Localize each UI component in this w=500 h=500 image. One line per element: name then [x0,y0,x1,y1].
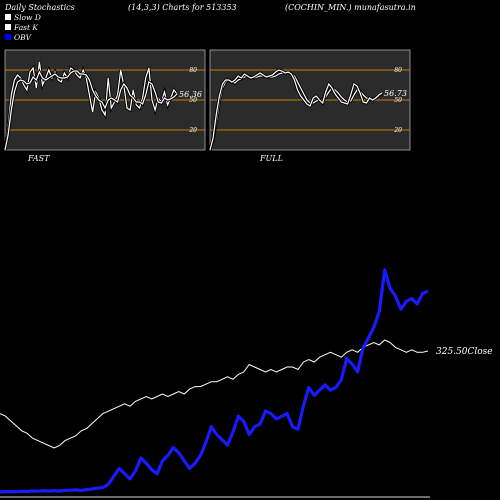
panel-full-last-value: 56.73 [384,89,407,98]
panel-fast-tick-20: 20 [188,127,197,134]
panel-fast-tick-50: 50 [189,97,197,104]
panel-full-tick-50: 50 [394,97,402,104]
fast-panel-label: FAST [27,154,50,163]
close-value-label: 325.50Close [436,347,493,357]
panel-fast-series-0 [4,61,178,151]
fast-panel: 20 50 80 56.36 [3,49,206,151]
panel-fast-series-1 [4,70,178,151]
legend-fast-k-swatch [5,24,11,30]
obv-line [0,268,429,494]
panel-fast-tick-80: 80 [189,67,197,74]
panel-full-series-1 [209,69,383,151]
full-panel: 20 50 80 56.73 [208,49,411,151]
panel-fast-last-value: 56.36 [179,90,202,99]
legend-slow-d: Slow D [14,13,41,22]
legend-obv: OBV [14,33,33,42]
header-symbol: (14,3,3) Charts for 513353 [128,3,237,12]
full-panel-label: FULL [259,154,283,163]
header-site: (COCHIN_MIN.) munafasutra.in [285,3,416,12]
panel-full-tick-20: 20 [393,127,402,134]
panel-full-tick-80: 80 [394,67,402,74]
close-line [0,339,429,449]
legend-obv-swatch [5,34,11,40]
panel-full-series-0 [209,72,383,151]
obv-close-panel: 325.50Close [0,268,493,498]
legend-slow-d-swatch [5,14,11,20]
header-title: Daily Stochastics [4,3,75,12]
legend-fast-k: Fast K [13,23,38,32]
